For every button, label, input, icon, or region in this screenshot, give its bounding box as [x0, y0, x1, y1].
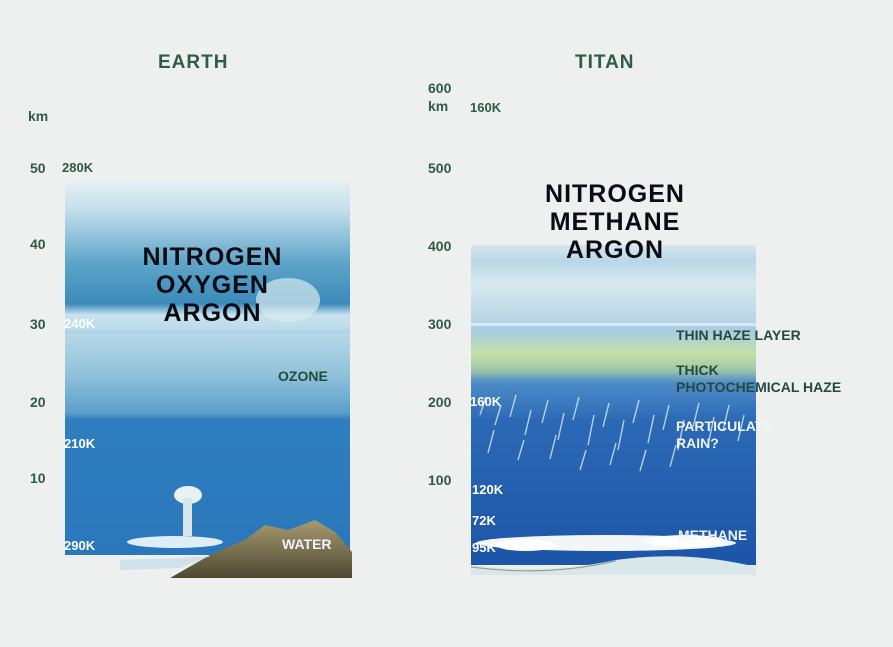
earth-temp-50km: 280K — [62, 160, 94, 175]
titan-tick-100: 100 — [428, 472, 452, 488]
titan-label-methane: METHANE — [678, 527, 748, 543]
earth-label-water: WATER — [282, 536, 332, 552]
earth-tick-40: 40 — [30, 236, 46, 252]
titan-tick-200: 200 — [428, 394, 452, 410]
titan-temp-50km: 72K — [472, 513, 496, 528]
titan-atmosphere-column — [470, 245, 756, 575]
titan-label-particulate: PARTICULATE — [676, 418, 773, 434]
titan-tick-600: 600 — [428, 80, 452, 96]
earth-title: EARTH — [158, 52, 229, 73]
earth-temp-surface: 290K — [64, 538, 96, 553]
earth-tick-30: 30 — [30, 316, 46, 332]
earth-gas-nitrogen: NITROGEN — [142, 243, 283, 271]
titan-gas-list: NITROGEN METHANE ARGON — [525, 180, 705, 264]
titan-tick-300: 300 — [428, 316, 452, 332]
earth-temp-15km: 210K — [64, 436, 96, 451]
earth-tick-20: 20 — [30, 394, 46, 410]
titan-gas-argon: ARGON — [565, 236, 665, 264]
earth-gas-oxygen: OXYGEN — [156, 271, 269, 299]
titan-label-photochemical-haze: PHOTOCHEMICAL HAZE — [676, 379, 842, 395]
titan-temp-100km: 120K — [472, 482, 504, 497]
titan-label-thin-haze: THIN HAZE LAYER — [676, 327, 801, 343]
titan-tick-400: 400 — [428, 238, 452, 254]
titan-axis-unit: km — [428, 98, 449, 114]
titan-gas-nitrogen: NITROGEN — [545, 180, 685, 208]
earth-gas-list: NITROGEN OXYGEN ARGON — [125, 243, 300, 327]
titan-label-thick: THICK — [676, 362, 719, 378]
earth-tick-10: 10 — [30, 470, 46, 486]
titan-label-rain: RAIN? — [676, 435, 719, 451]
earth-label-ozone: OZONE — [278, 368, 328, 384]
earth-gas-argon: ARGON — [163, 299, 262, 327]
earth-temp-30km: 240K — [64, 316, 96, 331]
titan-temp-200km: 160K — [470, 394, 502, 409]
titan-gas-methane: METHANE — [549, 208, 681, 236]
earth-atmosphere-column — [65, 180, 352, 578]
titan-title: TITAN — [575, 52, 635, 73]
titan-tick-500: 500 — [428, 160, 452, 176]
titan-temp-600km: 160K — [470, 100, 502, 115]
titan-temp-surface: 95K — [472, 540, 496, 555]
earth-axis-unit: km — [28, 108, 49, 124]
earth-tick-50: 50 — [30, 160, 46, 176]
